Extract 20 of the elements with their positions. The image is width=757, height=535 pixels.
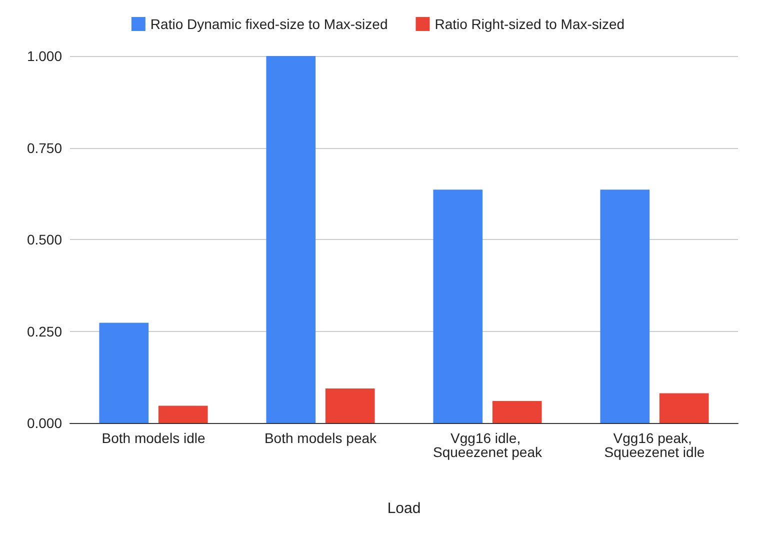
x-tick-label: Vgg16 peak, Squeezenet idle <box>604 430 705 460</box>
y-tick-label: 0.750 <box>26 140 62 156</box>
y-tick-label: 1.000 <box>26 48 62 64</box>
y-tick-label: 0.500 <box>26 232 62 248</box>
bar <box>600 190 650 423</box>
x-axis-title: Load <box>387 500 421 517</box>
bar <box>266 56 316 423</box>
bar <box>492 400 542 423</box>
bar <box>433 190 483 423</box>
x-tick-label: Both models peak <box>264 430 378 446</box>
bar <box>99 322 149 423</box>
x-tick-label: Vgg16 idle, Squeezenet peak <box>433 430 543 460</box>
bar <box>325 388 375 423</box>
legend-label: Ratio Dynamic fixed-size to Max-sized <box>150 16 388 32</box>
x-tick-label: Both models idle <box>102 430 206 446</box>
y-tick-label: 0.250 <box>26 323 62 340</box>
bar <box>659 393 709 423</box>
bar <box>158 406 208 423</box>
legend-label: Ratio Right-sized to Max-sized <box>434 16 625 32</box>
y-tick-label: 0.000 <box>26 415 62 431</box>
